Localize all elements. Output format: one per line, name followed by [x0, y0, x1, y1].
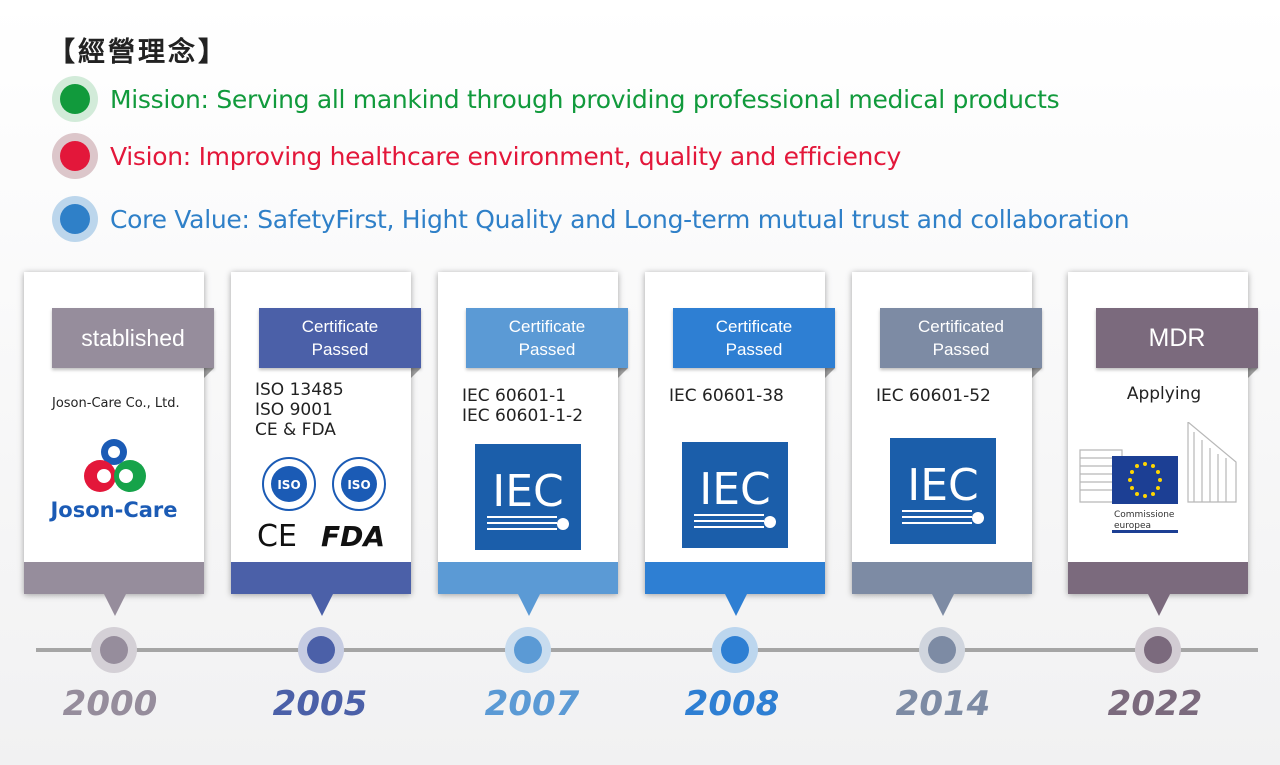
mission-text: Mission: Serving all mankind through pro… — [110, 84, 1060, 114]
vision-bullet-icon — [52, 133, 98, 179]
milestone-label: Certificated Passed — [880, 308, 1042, 378]
core-value-text: Core Value: SafetyFirst, Hight Quality a… — [110, 204, 1130, 234]
milestone-details: Joson-Care Co., Ltd. — [52, 396, 180, 411]
milestone-card-2000: stablished Joson-Care Co., Ltd. Joson-Ca… — [24, 272, 214, 616]
core-value-statement: Core Value: SafetyFirst, Hight Quality a… — [52, 196, 1130, 242]
joson-care-logo: Joson-Care — [48, 439, 178, 522]
year-label-2014: 2014 — [895, 684, 991, 724]
european-commission-logo: Commissione europea — [1079, 422, 1237, 533]
milestone-card-2008: Certificate Passed IEC 60601-38 IEC — [645, 272, 835, 616]
milestone-label: Certificate Passed — [466, 308, 628, 378]
svg-text:IEC: IEC — [699, 464, 771, 515]
iec-logo: IEC — [475, 444, 581, 550]
year-label-2007: 2007 — [484, 684, 580, 724]
svg-text:Joson-Care: Joson-Care — [48, 498, 177, 522]
iso-13485-badge-icon: ISO — [262, 457, 316, 511]
milestone-label: Certificate Passed — [259, 308, 421, 378]
svg-text:ISO: ISO — [347, 478, 370, 492]
timeline-node-2022 — [1135, 627, 1181, 673]
milestone-label: MDR — [1096, 308, 1258, 378]
timeline-node-2005 — [298, 627, 344, 673]
timeline-node-2007 — [505, 627, 551, 673]
milestone-card-2005: Certificate Passed ISO 13485 ISO 9001 CE… — [231, 272, 421, 616]
iso-ce-fda-logos: ISO ISO CE FDA — [257, 457, 386, 554]
milestone-details: IEC 60601-52 — [876, 386, 991, 406]
vision-text: Vision: Improving healthcare environment… — [110, 141, 902, 171]
iec-logo: IEC — [682, 442, 788, 548]
page-title: 【經營理念】 — [48, 37, 228, 68]
svg-text:Commissione: Commissione — [1114, 510, 1175, 520]
year-label-2008: 2008 — [684, 684, 780, 724]
milestone-card-2007: Certificate Passed IEC 60601-1 IEC 60601… — [438, 272, 628, 616]
milestone-label: stablished — [52, 308, 214, 378]
milestone-card-2022: MDR Applying Commissione europea — [1068, 272, 1258, 616]
timeline-line — [36, 648, 1258, 652]
ce-mark-icon: CE — [257, 519, 297, 554]
fda-logo-icon: FDA — [321, 520, 385, 553]
year-label-2000: 2000 — [62, 684, 158, 724]
milestone-details: IEC 60601-38 — [669, 386, 784, 406]
milestone-card-2014: Certificated Passed IEC 60601-52 IEC — [852, 272, 1042, 616]
timeline-node-2014 — [919, 627, 965, 673]
core-value-bullet-icon — [52, 196, 98, 242]
svg-text:IEC: IEC — [907, 460, 979, 511]
milestone-details: IEC 60601-1 IEC 60601-1-2 — [462, 386, 584, 426]
mission-bullet-icon — [52, 76, 98, 122]
svg-text:europea: europea — [1114, 521, 1151, 531]
year-label-2022: 2022 — [1107, 684, 1203, 724]
milestone-label: Certificate Passed — [673, 308, 835, 378]
timeline-node-2008 — [712, 627, 758, 673]
milestone-details: ISO 13485 ISO 9001 CE & FDA — [255, 380, 344, 440]
mission-statement: Mission: Serving all mankind through pro… — [52, 76, 1060, 122]
iec-logo: IEC — [890, 438, 996, 544]
svg-text:ISO: ISO — [277, 478, 300, 492]
iso-9001-badge-icon: ISO — [332, 457, 386, 511]
year-label-2005: 2005 — [272, 684, 368, 724]
vision-statement: Vision: Improving healthcare environment… — [52, 133, 901, 179]
milestone-details: Applying — [1126, 384, 1202, 404]
svg-text:IEC: IEC — [492, 466, 564, 517]
timeline-node-2000 — [91, 627, 137, 673]
